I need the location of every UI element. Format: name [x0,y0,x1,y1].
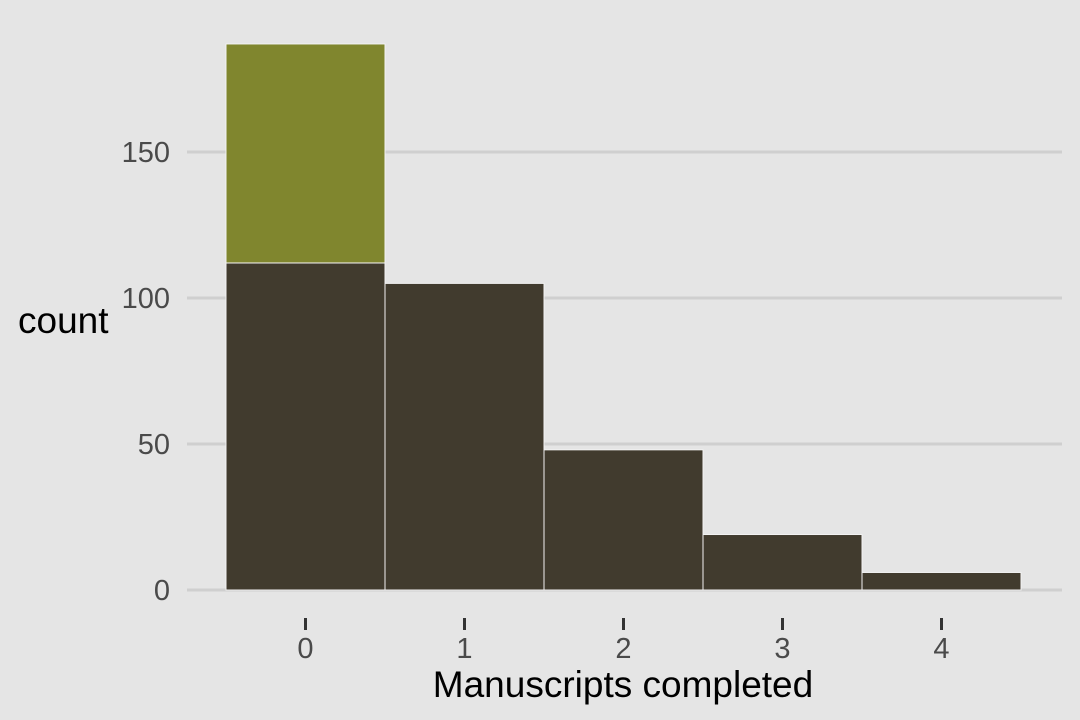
x-tick-label: 1 [456,633,472,665]
y-tick-label: 0 [154,575,170,607]
bar-4-segment-0 [861,571,1022,591]
x-tick-label: 4 [933,633,949,665]
y-axis-title: count [18,300,109,341]
y-axis-ticks: 0 50 100 150 [122,137,170,607]
bars [225,43,1022,591]
bar-1-segment-0 [384,282,545,591]
bar-0-segment-1 [225,43,386,264]
x-tick-label: 2 [615,633,631,665]
bar-2-segment-0 [543,449,704,591]
x-tick-label: 0 [297,633,313,665]
x-axis-title: Manuscripts completed [433,664,813,705]
bar-0-segment-0 [225,262,386,591]
y-tick-label: 150 [122,137,170,169]
y-tick-label: 100 [122,283,170,315]
bar-3-segment-0 [702,534,863,591]
x-tick-label: 3 [774,633,790,665]
x-axis-ticks: 0 1 2 3 4 [297,618,950,665]
y-tick-label: 50 [138,429,170,461]
